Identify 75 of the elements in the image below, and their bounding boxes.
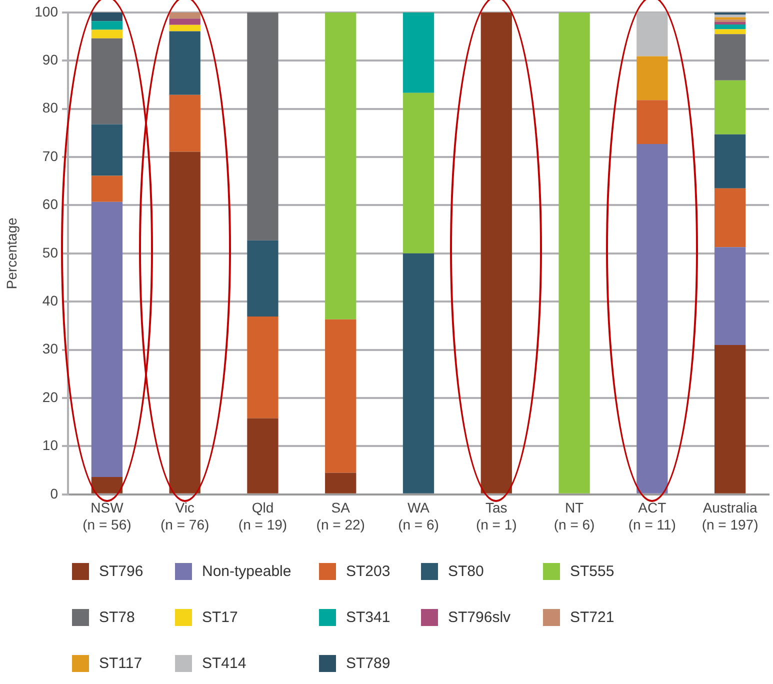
bar bbox=[169, 12, 200, 19]
y-tick-label: 100 bbox=[34, 3, 58, 20]
bar bbox=[714, 20, 746, 22]
x-tick-label: Tas (n = 1) bbox=[476, 500, 517, 532]
y-tick-label: 40 bbox=[42, 292, 58, 308]
bar bbox=[169, 31, 200, 95]
bar bbox=[247, 418, 278, 494]
bar bbox=[247, 316, 278, 418]
bar bbox=[325, 319, 356, 473]
legend-label: ST796slv bbox=[448, 608, 511, 626]
bar bbox=[714, 134, 746, 188]
bar bbox=[402, 12, 434, 93]
y-tick-label: 60 bbox=[42, 196, 58, 212]
bar bbox=[714, 24, 746, 30]
legend-label: ST789 bbox=[346, 654, 390, 672]
x-tick-label: WA (n = 6) bbox=[398, 500, 439, 532]
legend-label: ST414 bbox=[202, 654, 246, 672]
bar bbox=[480, 12, 512, 494]
bar bbox=[402, 253, 434, 494]
bar bbox=[636, 56, 668, 100]
bar bbox=[636, 144, 668, 494]
bar bbox=[636, 100, 668, 144]
bar bbox=[402, 92, 434, 254]
bar bbox=[91, 202, 123, 478]
bar bbox=[325, 472, 356, 494]
legend-label: ST78 bbox=[99, 608, 135, 626]
bar bbox=[169, 24, 200, 32]
bar bbox=[91, 12, 123, 22]
bar bbox=[714, 12, 746, 15]
legend-label: ST341 bbox=[346, 608, 390, 626]
bar bbox=[247, 240, 278, 317]
bar bbox=[247, 12, 278, 240]
y-tick-label: 0 bbox=[50, 485, 58, 502]
x-tick-label: ACT (n = 11) bbox=[628, 500, 676, 532]
bar bbox=[714, 29, 746, 34]
bar bbox=[714, 34, 746, 80]
x-tick-label: Australia (n = 197) bbox=[702, 500, 758, 532]
bar bbox=[714, 344, 746, 494]
bar bbox=[91, 38, 123, 124]
y-tick-label: 20 bbox=[42, 388, 58, 405]
bar bbox=[714, 188, 746, 248]
y-tick-label: 10 bbox=[42, 437, 58, 454]
legend-label: ST117 bbox=[99, 654, 142, 672]
bar bbox=[169, 94, 200, 152]
legend-label: ST555 bbox=[570, 562, 614, 580]
legend-label: ST796 bbox=[99, 562, 144, 580]
bar bbox=[714, 17, 746, 20]
bar bbox=[91, 477, 123, 494]
x-tick-label: NSW (n = 56) bbox=[82, 500, 132, 532]
bar bbox=[325, 12, 356, 320]
legend-label: Non-typeable bbox=[202, 562, 292, 580]
bar bbox=[558, 12, 590, 494]
y-tick-label: 70 bbox=[42, 148, 58, 164]
x-tick-label: NT (n = 6) bbox=[554, 500, 595, 532]
y-axis-title: Percentage bbox=[3, 217, 20, 290]
y-tick-label: 30 bbox=[42, 340, 58, 357]
bar bbox=[91, 176, 123, 202]
bar bbox=[169, 152, 200, 494]
bar bbox=[636, 12, 668, 56]
y-tick-label: 90 bbox=[42, 51, 58, 68]
x-tick-label: Qld (n = 19) bbox=[238, 500, 288, 532]
x-tick-label: SA (n = 22) bbox=[316, 500, 365, 532]
legend-label: ST80 bbox=[448, 562, 484, 580]
bar bbox=[91, 21, 123, 30]
legend-label: ST17 bbox=[202, 608, 238, 626]
bar bbox=[169, 18, 200, 25]
bar bbox=[91, 124, 123, 176]
bar bbox=[91, 30, 123, 38]
y-tick-label: 50 bbox=[42, 244, 58, 260]
legend-label: ST721 bbox=[570, 608, 614, 626]
legend-label: ST203 bbox=[346, 562, 390, 580]
y-tick-label: 80 bbox=[42, 100, 58, 116]
bar bbox=[714, 80, 746, 134]
x-tick-label: Vic (n = 76) bbox=[160, 500, 210, 532]
bar bbox=[714, 247, 746, 345]
